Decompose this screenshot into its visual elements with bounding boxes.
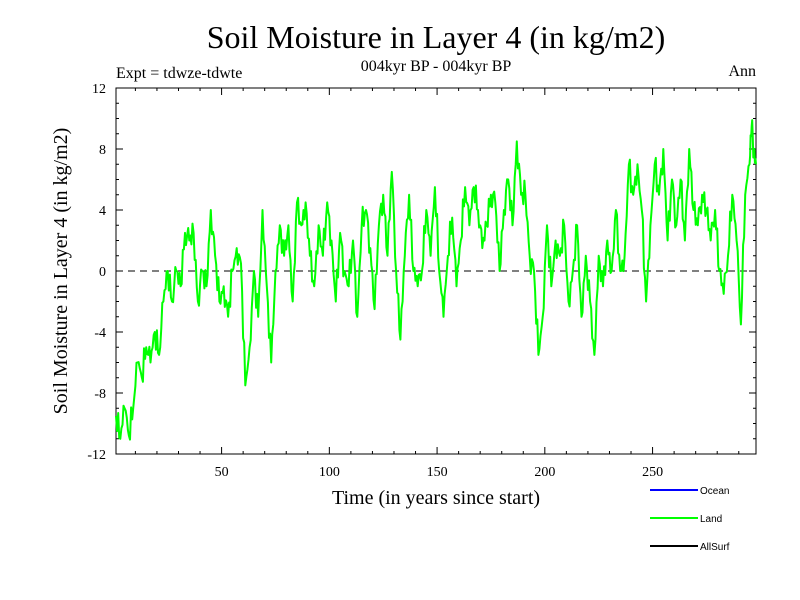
x-tick-label: 50 [215,465,229,480]
series-line-land [115,119,757,441]
x-tick-label: 150 [427,465,448,480]
y-tick-label: 12 [92,82,106,97]
x-tick-label: 200 [534,465,555,480]
legend-label-land: Land [700,514,722,525]
legend-label-ocean: Ocean [700,486,729,497]
y-tick-label: -4 [94,326,106,341]
y-tick-label: 0 [99,265,106,280]
experiment-label: Expt = tdwze-tdwte [116,65,242,82]
y-tick-label: -12 [87,448,106,463]
season-label: Ann [728,63,756,80]
legend-label-allsurf: AllSurf [700,542,730,553]
chart-title: Soil Moisture in Layer 4 (in kg/m2) [207,19,666,55]
x-tick-label: 250 [642,465,663,480]
legend: Ocean Land AllSurf [650,486,730,553]
x-axis-label: Time (in years since start) [332,487,540,509]
y-tick-label: -8 [94,387,106,402]
y-axis-label: Soil Moisture in Layer 4 (in kg/m2) [50,128,72,415]
chart-subtitle: 004kyr BP - 004kyr BP [361,58,512,75]
plot-area: -12 -8 -4 0 4 8 12 50 100 150 200 250 [87,82,757,480]
y-tick-label: 4 [99,204,106,219]
x-tick-label: 100 [319,465,340,480]
y-tick-label: 8 [99,143,106,158]
